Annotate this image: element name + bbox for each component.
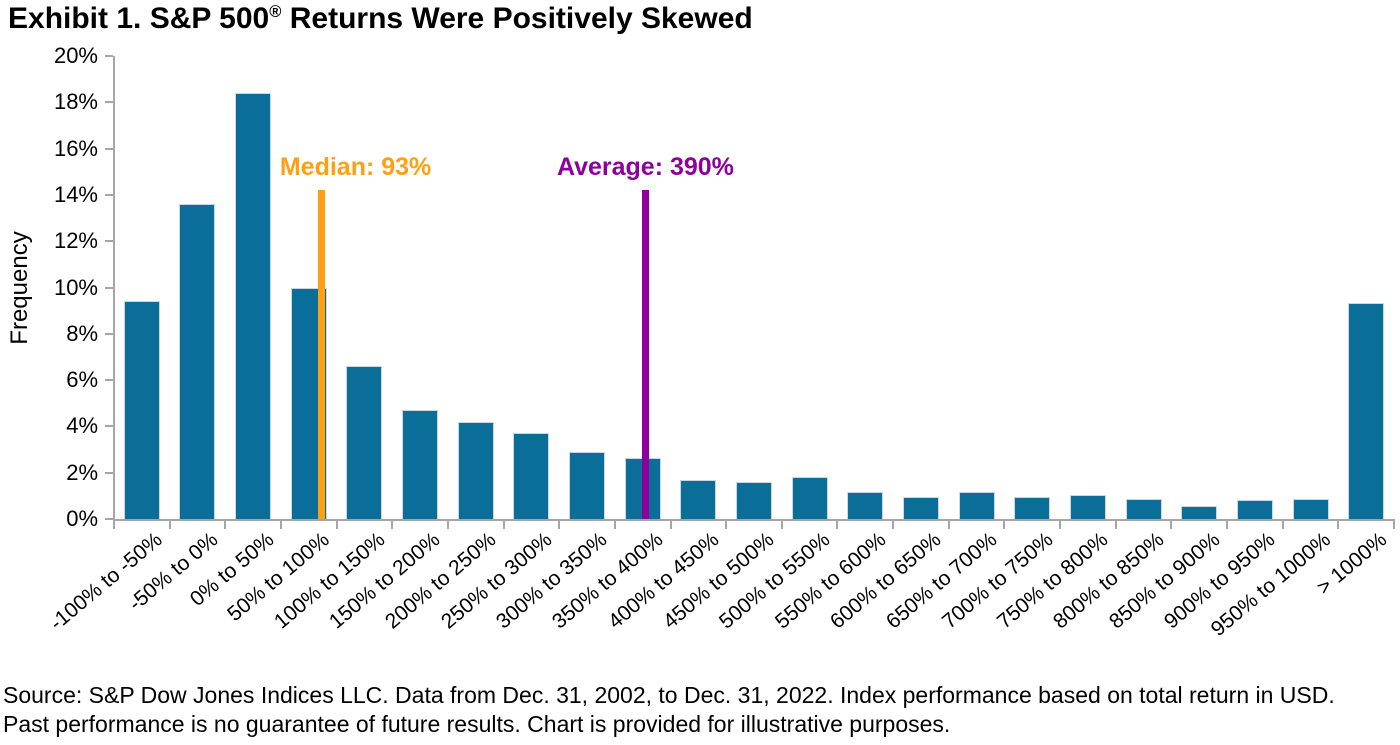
bar xyxy=(457,421,494,519)
bar xyxy=(902,497,939,519)
x-tick-mark xyxy=(502,521,505,529)
bar xyxy=(736,481,772,519)
x-tick-mark xyxy=(168,521,171,529)
y-tick-mark xyxy=(105,55,113,57)
bar xyxy=(1014,497,1051,519)
page-title: Exhibit 1. S&P 500® Returns Were Positiv… xyxy=(8,2,753,36)
registered-mark-icon: ® xyxy=(269,3,282,21)
average-line xyxy=(641,190,649,519)
bar xyxy=(179,204,216,519)
bar xyxy=(1181,506,1218,519)
y-tick-label: 10% xyxy=(53,274,98,300)
x-tick-mark xyxy=(224,521,227,529)
x-tick-mark xyxy=(1337,521,1340,529)
y-tick-mark xyxy=(105,425,113,428)
x-tick-mark xyxy=(446,521,449,529)
x-tick-mark xyxy=(558,521,561,529)
y-tick-mark xyxy=(105,240,113,243)
y-tick-label: 16% xyxy=(53,135,98,161)
y-tick-mark xyxy=(105,286,113,289)
y-tick-label: 12% xyxy=(53,228,98,254)
y-tick-label: 14% xyxy=(53,181,98,207)
x-tick-mark xyxy=(669,521,672,529)
y-tick-label: 18% xyxy=(53,89,98,115)
bar xyxy=(569,451,606,519)
average-label: Average: 390% xyxy=(556,153,734,181)
y-tick-label: 0% xyxy=(66,506,98,531)
y-tick-label: 2% xyxy=(66,459,98,485)
bar xyxy=(346,366,383,519)
source-note-line1: Source: S&P Dow Jones Indices LLC. Data … xyxy=(3,682,1335,708)
y-tick-mark xyxy=(105,332,113,335)
x-tick-mark xyxy=(1226,521,1229,529)
x-tick-mark xyxy=(947,521,950,529)
bar xyxy=(847,492,884,519)
bar xyxy=(123,301,160,519)
x-tick-mark xyxy=(335,521,338,529)
x-tick-mark xyxy=(613,521,616,529)
y-tick-label: 8% xyxy=(66,320,98,346)
source-note: Source: S&P Dow Jones Indices LLC. Data … xyxy=(3,681,1396,738)
bar xyxy=(1125,499,1162,519)
y-tick-mark xyxy=(105,147,113,150)
source-note-line2: Past performance is no guarantee of futu… xyxy=(3,710,951,737)
x-tick-mark xyxy=(1114,521,1117,529)
median-line xyxy=(317,190,325,519)
bar xyxy=(1069,494,1106,519)
x-tick-mark xyxy=(1059,521,1062,529)
y-axis-line xyxy=(113,56,115,521)
bar xyxy=(402,410,439,519)
x-axis-line xyxy=(113,519,1395,521)
y-tick-label: 20% xyxy=(53,43,98,68)
x-tick-mark xyxy=(113,521,115,529)
median-label: Median: 93% xyxy=(279,153,432,181)
title-text-after: Returns Were Positively Skewed xyxy=(281,2,753,35)
bar xyxy=(680,479,717,519)
title-text-before: Exhibit 1. S&P 500 xyxy=(8,2,270,35)
y-tick-mark xyxy=(105,518,113,520)
x-tick-mark xyxy=(391,521,394,529)
y-tick-mark xyxy=(105,379,113,382)
x-tick-mark xyxy=(1003,521,1006,529)
x-tick-mark xyxy=(1170,521,1173,529)
bar xyxy=(1236,500,1273,519)
bar xyxy=(1348,302,1385,519)
x-tick-mark xyxy=(1281,521,1284,529)
x-tick-mark xyxy=(780,521,783,529)
y-tick-mark xyxy=(105,101,113,104)
x-tick-mark xyxy=(836,521,839,529)
bar xyxy=(791,477,828,519)
x-tick-mark xyxy=(1393,521,1395,529)
bar xyxy=(235,93,272,519)
y-tick-label: 4% xyxy=(66,413,98,439)
y-tick-mark xyxy=(105,471,113,474)
bar xyxy=(1292,499,1329,519)
bar xyxy=(513,433,550,519)
x-tick-mark xyxy=(725,521,728,529)
bar xyxy=(958,492,995,519)
x-tick-mark xyxy=(892,521,895,529)
y-tick-mark xyxy=(105,193,113,196)
y-tick-label: 6% xyxy=(66,367,98,393)
x-tick-mark xyxy=(279,521,282,529)
